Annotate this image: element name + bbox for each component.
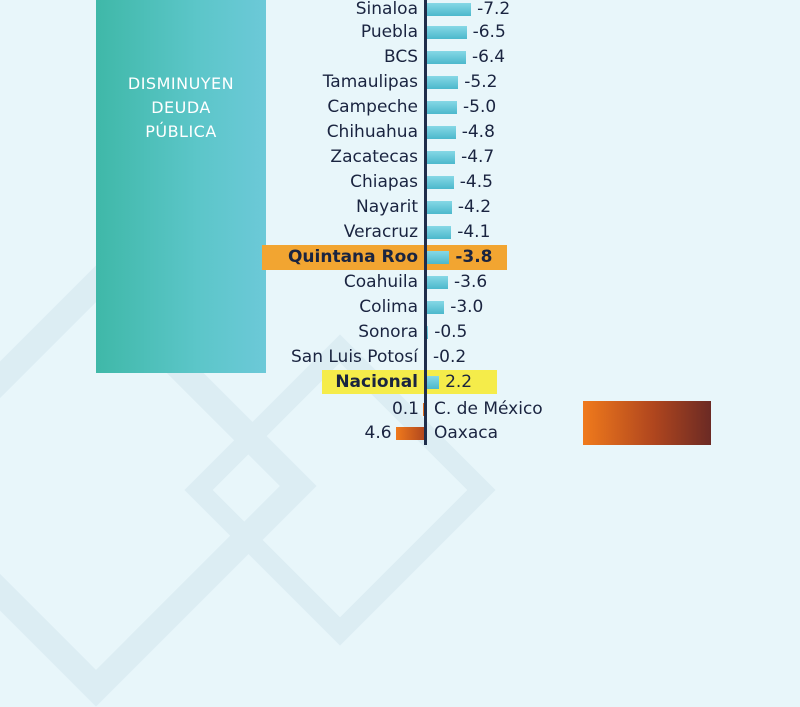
- bar-bcs: [425, 51, 466, 64]
- chart-row-bcs: BCS -6.4: [0, 45, 800, 70]
- bar-campeche: [425, 101, 457, 114]
- chart-row-zacatecas: Zacatecas -4.7: [0, 145, 800, 170]
- value-label-oaxaca: 4.6: [364, 423, 392, 443]
- bar-puebla: [425, 26, 467, 39]
- chart-row-coahuila: Coahuila -3.6: [0, 270, 800, 295]
- chart-row-chihuahua: Chihuahua -4.8: [0, 120, 800, 145]
- category-label-colima: Colima: [359, 297, 418, 317]
- category-label-chihuahua: Chihuahua: [326, 122, 418, 142]
- category-label-tamaulipas: Tamaulipas: [322, 72, 418, 92]
- decrease-debt-label-line-2: DEUDA: [151, 98, 211, 117]
- zero-axis-line: [424, 0, 427, 445]
- chart-row-sonora: Sonora -0.5: [0, 320, 800, 345]
- increase-debt-panel: [583, 401, 711, 445]
- chart-row-nacional: Nacional 2.2: [0, 370, 800, 395]
- category-label-sinaloa: Sinaloa: [355, 0, 418, 19]
- value-label-chihuahua: -4.8: [461, 122, 495, 142]
- value-label-nayarit: -4.2: [457, 197, 492, 217]
- bar-oaxaca: [395, 427, 425, 440]
- category-label-nacional: Nacional: [335, 372, 418, 392]
- bar-quintana-roo: [425, 251, 450, 264]
- chart-row-sinaloa: Sinaloa -7.2: [0, 0, 800, 22]
- chart-row-nayarit: Nayarit -4.2: [0, 195, 800, 220]
- value-label-bcs: -6.4: [471, 47, 506, 67]
- value-label-tamaulipas: -5.2: [464, 72, 498, 92]
- value-label-campeche: -5.0: [463, 97, 497, 117]
- value-label-veracruz: -4.1: [457, 222, 491, 242]
- category-label-bcs: BCS: [383, 47, 418, 67]
- category-label-san-luis-potosi: San Luis Potosí: [290, 347, 418, 367]
- value-label-nacional: 2.2: [445, 372, 473, 392]
- bar-zacatecas: [425, 151, 456, 164]
- bar-nacional: [425, 376, 440, 389]
- bar-colima: [425, 301, 445, 314]
- value-label-zacatecas: -4.7: [461, 147, 495, 167]
- category-label-coahuila: Coahuila: [343, 272, 418, 292]
- chart-row-colima: Colima -3.0: [0, 295, 800, 320]
- chart-row-oaxaca: Oaxaca 4.6: [0, 421, 800, 446]
- value-label-sinaloa: -7.2: [477, 0, 511, 19]
- bar-coahuila: [425, 276, 449, 289]
- chart-row-san-luis-potosi: San Luis Potosí -0.2: [0, 345, 800, 370]
- category-label-puebla: Puebla: [360, 22, 418, 42]
- bar-tamaulipas: [425, 76, 459, 89]
- category-label-chiapas: Chiapas: [350, 172, 418, 192]
- value-label-c-de-mexico: 0.1: [391, 399, 419, 419]
- chart-row-campeche: Campeche -5.0: [0, 95, 800, 120]
- value-label-colima: -3.0: [450, 297, 484, 317]
- chart-row-quintana-roo: Quintana Roo -3.8: [0, 245, 800, 270]
- value-label-san-luis-potosi: -0.2: [433, 347, 467, 367]
- category-label-quintana-roo: Quintana Roo: [287, 247, 418, 267]
- highlight-nacional: [322, 370, 497, 394]
- bar-chiapas: [425, 176, 454, 189]
- chart-row-tamaulipas: Tamaulipas -5.2: [0, 70, 800, 95]
- bar-chihuahua: [425, 126, 456, 139]
- category-label-nayarit: Nayarit: [356, 197, 418, 217]
- decrease-debt-label-line-1: DISMINUYEN: [127, 74, 235, 93]
- chart-row-puebla: Puebla -6.5: [0, 20, 800, 45]
- decrease-debt-panel: DISMINUYEN DEUDA PÚBLICA: [96, 0, 266, 373]
- value-label-sonora: -0.5: [434, 322, 468, 342]
- chart-row-chiapas: Chiapas -4.5: [0, 170, 800, 195]
- highlight-quintana-roo: [262, 245, 507, 270]
- value-label-puebla: -6.5: [472, 22, 506, 42]
- category-label-oaxaca: Oaxaca: [434, 423, 499, 443]
- decrease-debt-label-line-3: PÚBLICA: [145, 122, 217, 141]
- category-label-c-de-mexico: C. de México: [434, 399, 543, 419]
- category-label-zacatecas: Zacatecas: [330, 147, 418, 167]
- category-label-sonora: Sonora: [358, 322, 418, 342]
- bar-nayarit: [425, 201, 452, 214]
- category-label-campeche: Campeche: [327, 97, 418, 117]
- decrease-debt-label: DISMINUYEN DEUDA PÚBLICA: [96, 72, 266, 144]
- chart-row-c-de-mexico: C. de México 0.1: [0, 397, 800, 422]
- value-label-quintana-roo: -3.8: [455, 247, 493, 267]
- category-label-veracruz: Veracruz: [343, 222, 418, 242]
- chart-row-veracruz: Veracruz -4.1: [0, 220, 800, 245]
- bar-sinaloa: [425, 3, 472, 16]
- value-label-chiapas: -4.5: [459, 172, 493, 192]
- value-label-coahuila: -3.6: [454, 272, 488, 292]
- bar-veracruz: [425, 226, 452, 239]
